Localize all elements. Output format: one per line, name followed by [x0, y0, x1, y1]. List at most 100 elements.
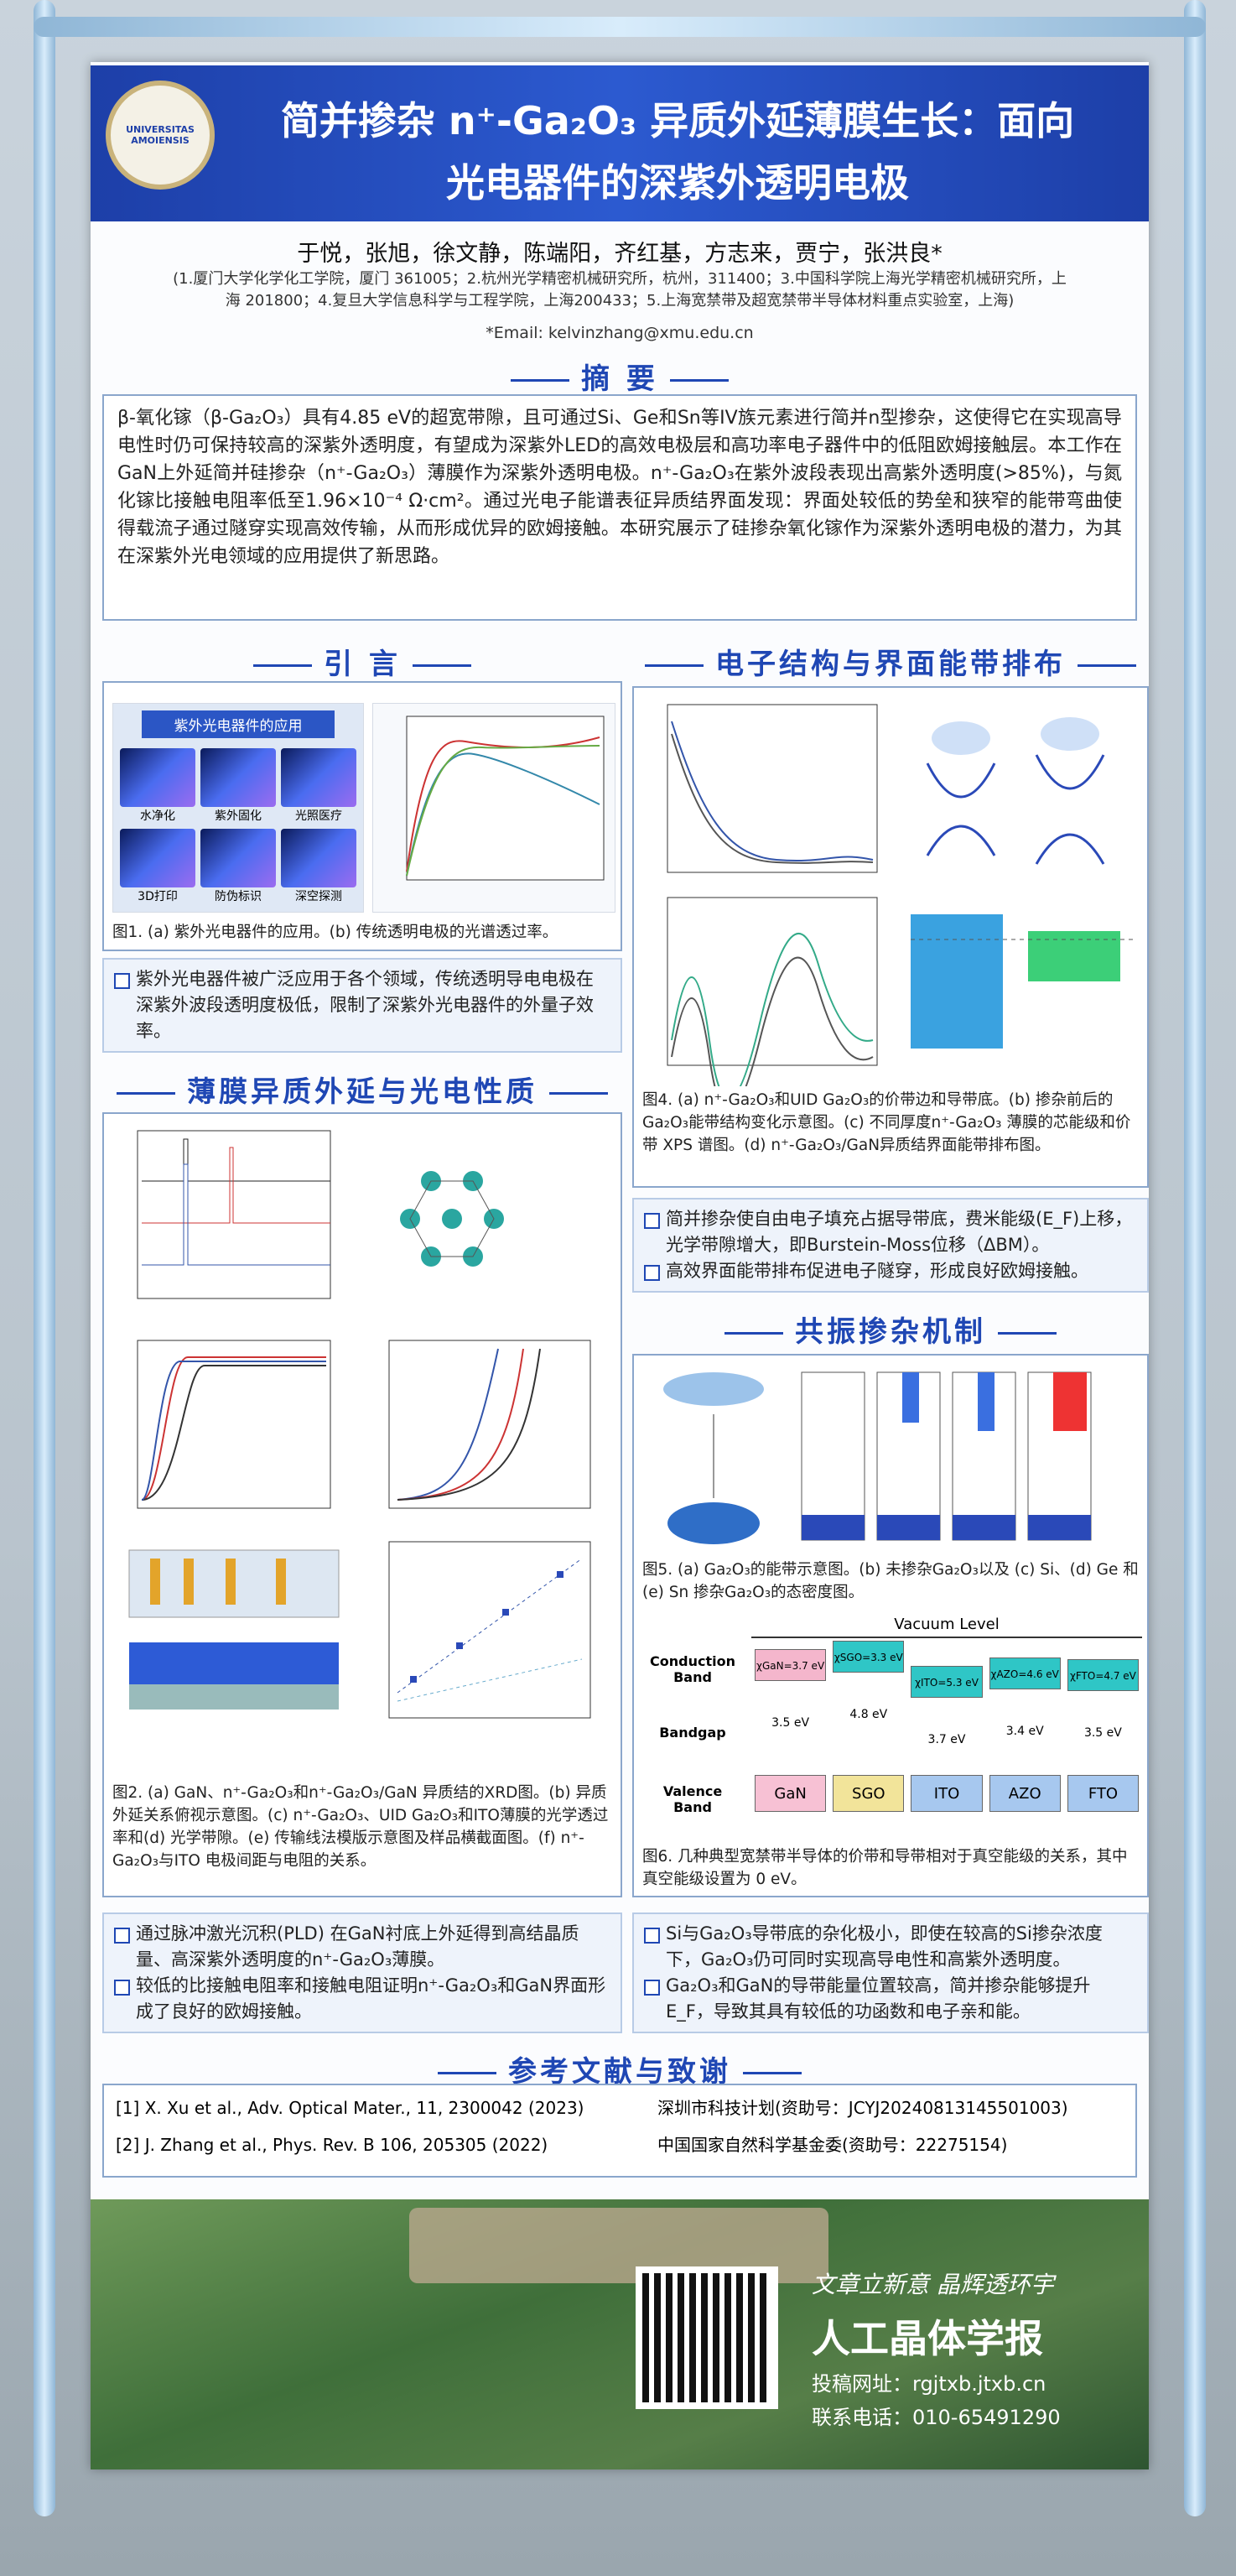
material-column: χFTO=4.7 eV 3.5 eV FTO — [1064, 1641, 1142, 1842]
vacuum-level: Vacuum Level — [751, 1616, 1142, 1638]
gap-label: 3.5 eV — [1083, 1726, 1122, 1740]
app-label: 防伪标识 — [215, 890, 262, 903]
bullet-box: Si与Ga₂O₃导带底的杂化极小，即使在较高的Si掺杂浓度下，Ga₂O₃仍可同时… — [632, 1912, 1149, 2033]
orbital-schematic — [663, 1372, 764, 1544]
figure-6: Vacuum Level Conduction Band Bandgap Val… — [642, 1616, 1142, 1842]
figure-5-panels — [663, 1371, 1092, 1544]
tlm-panel — [128, 1549, 340, 1710]
figure-2: 图2. (a) GaN、n⁺-Ga₂O₃和n⁺-Ga₂O₃/GaN 异质结的XR… — [102, 1112, 622, 1897]
section-heading: 引 言 — [102, 641, 622, 682]
gap-label: 4.8 eV — [849, 1708, 888, 1721]
material-column: χGaN=3.7 eV 3.5 eV GaN — [751, 1641, 829, 1842]
dos-fill — [802, 1372, 1091, 1540]
logo: UNIVERSITAS AMOIENSIS — [106, 81, 215, 190]
row-label: Conduction Band — [650, 1653, 735, 1685]
gap-label: 3.5 eV — [771, 1716, 810, 1730]
xps-panel — [667, 897, 878, 1113]
poster: UNIVERSITAS AMOIENSIS 简并掺杂 n⁺-Ga₂O₃ 异质外延… — [91, 62, 1149, 2469]
bullet: 较低的比接触电阻率和接触电阻证明n⁺-Ga₂O₃和GaN界面形成了良好的欧姆接触… — [114, 1973, 610, 2025]
valence-band: SGO — [833, 1775, 905, 1812]
conduction-band: χITO=5.3 eV — [911, 1666, 983, 1698]
conduction-band: χGaN=3.7 eV — [755, 1649, 827, 1681]
stand-pole — [34, 0, 55, 2516]
app-image — [200, 829, 276, 887]
valence-band: AZO — [989, 1775, 1061, 1812]
phone: 联系电话：010-65491290 — [812, 2406, 1061, 2429]
app-image — [200, 748, 276, 807]
bullet: 高效界面能带排布促进电子隧穿，形成良好欧姆接触。 — [644, 1258, 1137, 1284]
valence-band: GaN — [755, 1775, 827, 1812]
lattice-panel — [400, 1171, 504, 1267]
figure-panel: 紫外光电器件的应用 水净化 紫外固化 光照医疗 3D打印 防伪标识 深空探测 — [112, 703, 364, 913]
figure-1: 紫外光电器件的应用 水净化 紫外固化 光照医疗 3D打印 防伪标识 深空探测 图1. (a… — [102, 681, 622, 951]
abstract: β-氧化镓（β-Ga₂O₃）具有4.85 eV的超宽带隙，且可通过Si、Ge和S… — [102, 394, 1137, 621]
app-image — [281, 748, 356, 807]
valence-band: ITO — [911, 1775, 983, 1812]
title-line: 简并掺杂 n⁺-Ga₂O₃ 异质外延薄膜生长：面向 — [280, 98, 1075, 143]
qr-code — [636, 2266, 778, 2409]
gap-label: 3.7 eV — [927, 1733, 966, 1746]
funding: 深圳市科技计划(资助号：JCYJ20240813145501003) — [657, 2098, 1068, 2118]
caption: 图2. (a) GaN、n⁺-Ga₂O₃和n⁺-Ga₂O₃/GaN 异质结的XR… — [112, 1784, 609, 1870]
app-image — [120, 829, 195, 887]
journal-name: 人工晶体学报 — [812, 2316, 1043, 2361]
footer-image: 文章立新意 晶辉透环宇 人工晶体学报 投稿网址：rgjtxb.jtxb.cn 联… — [91, 2199, 1149, 2469]
conduction-band: χAZO=4.6 eV — [989, 1657, 1061, 1689]
bullet-box: 简并掺杂使自由电子填充占据导带底，费米能级(E_F)上移，光学带隙增大，即Bur… — [632, 1198, 1149, 1293]
caption: 图1. (a) 紫外光电器件的应用。(b) 传统透明电极的光谱透过率。 — [112, 924, 558, 941]
figure-panel — [372, 703, 615, 913]
vb-panel — [667, 704, 878, 873]
curve — [406, 745, 600, 877]
affiliations: (1.厦门大学化学化工学院，厦门 361005；2.杭州光学精密机械研究所，杭州… — [173, 270, 1067, 310]
material-column: χAZO=4.6 eV 3.4 eV AZO — [986, 1641, 1064, 1842]
app-label: 水净化 — [140, 809, 175, 823]
bullet-box: 通过脉冲激光沉积(PLD) 在GaN衬底上外延得到高结晶质量、高深紫外透明度的n… — [102, 1912, 622, 2033]
app-tile: 光照医疗 — [281, 748, 356, 824]
bullet: Si与Ga₂O₃导带底的杂化极小，即使在较高的Si掺杂浓度下，Ga₂O₃仍可同时… — [644, 1921, 1137, 1973]
header: UNIVERSITAS AMOIENSIS 简并掺杂 n⁺-Ga₂O₃ 异质外延… — [91, 65, 1149, 221]
material-column: χITO=5.3 eV 3.7 eV ITO — [907, 1641, 985, 1842]
app-tile: 紫外固化 — [200, 748, 276, 824]
caption: 图4. (a) n⁺-Ga₂O₃和UID Ga₂O₃的价带边和导带底。(b) 掺… — [642, 1091, 1131, 1154]
alignment-panel — [911, 914, 1137, 1049]
app-tile: 3D打印 — [120, 829, 195, 904]
funding: 中国国家自然科学基金委(资助号：22275154) — [657, 2135, 1008, 2155]
website: 投稿网址：rgjtxb.jtxb.cn — [812, 2372, 1046, 2396]
app-label: 深空探测 — [295, 890, 342, 903]
figure-5-6: 图5. (a) Ga₂O₃的能带示意图。(b) 未掺杂Ga₂O₃以及 (c) S… — [632, 1354, 1149, 1897]
bullet-box: 紫外光电器件被广泛应用于各个领域，传统透明导电电极在深紫外波段透明度极低，限制了… — [102, 958, 622, 1053]
panel-title: 紫外光电器件的应用 — [142, 710, 335, 738]
bullet: Ga₂O₃和GaN的导带能量位置较高，简并掺杂能够提升E_F，导致其具有较低的功… — [644, 1973, 1137, 2025]
app-label: 光照医疗 — [295, 809, 342, 823]
reference: [1] X. Xu et al., Adv. Optical Mater., 1… — [116, 2098, 584, 2118]
app-label: 3D打印 — [138, 890, 178, 903]
slogan: 文章立新意 晶辉透环宇 — [812, 2271, 1054, 2298]
bullet: 紫外光电器件被广泛应用于各个领域，传统透明导电电极在深紫外波段透明度极低，限制了… — [114, 966, 610, 1044]
title-line: 光电器件的深紫外透明电极 — [446, 160, 909, 206]
app-grid: 水净化 紫外固化 光照医疗 3D打印 防伪标识 深空探测 — [113, 745, 363, 908]
figure-4: 图4. (a) n⁺-Ga₂O₃和UID Ga₂O₃的价带边和导带底。(b) 掺… — [632, 686, 1149, 1188]
row-label: Bandgap — [659, 1725, 726, 1741]
gap-label: 3.4 eV — [1005, 1725, 1044, 1738]
email: *Email: kelvinzhang@xmu.edu.cn — [486, 324, 754, 342]
app-tile: 防伪标识 — [200, 829, 276, 904]
valence-band: FTO — [1067, 1775, 1140, 1812]
bullet: 简并掺杂使自由电子填充占据导带底，费米能级(E_F)上移，光学带隙增大，即Bur… — [644, 1206, 1137, 1258]
transmittance-plot — [406, 716, 605, 881]
app-tile: 水净化 — [120, 748, 195, 824]
transmittance-panel — [137, 1340, 331, 1509]
section-heading: 薄膜异质外延与光电性质 — [102, 1069, 622, 1110]
section-heading: 参考文献与致谢 — [91, 2048, 1149, 2089]
app-label: 紫外固化 — [215, 809, 262, 823]
stand-bar — [34, 17, 1206, 37]
material-columns: χGaN=3.7 eV 3.5 eV GaN χSGO=3.3 eV 4.8 eV SGO… — [751, 1641, 1142, 1842]
caption: 图5. (a) Ga₂O₃的能带示意图。(b) 未掺杂Ga₂O₃以及 (c) S… — [642, 1561, 1139, 1601]
row-label: Valence Band — [662, 1783, 723, 1815]
resistance-panel — [388, 1541, 591, 1719]
conduction-band: χFTO=4.7 eV — [1067, 1659, 1140, 1691]
section-heading: 电子结构与界面能带排布 — [632, 641, 1149, 682]
bandgap-panel — [388, 1340, 591, 1509]
band-schematic — [926, 717, 1105, 865]
conduction-band: χSGO=3.3 eV — [833, 1641, 905, 1673]
